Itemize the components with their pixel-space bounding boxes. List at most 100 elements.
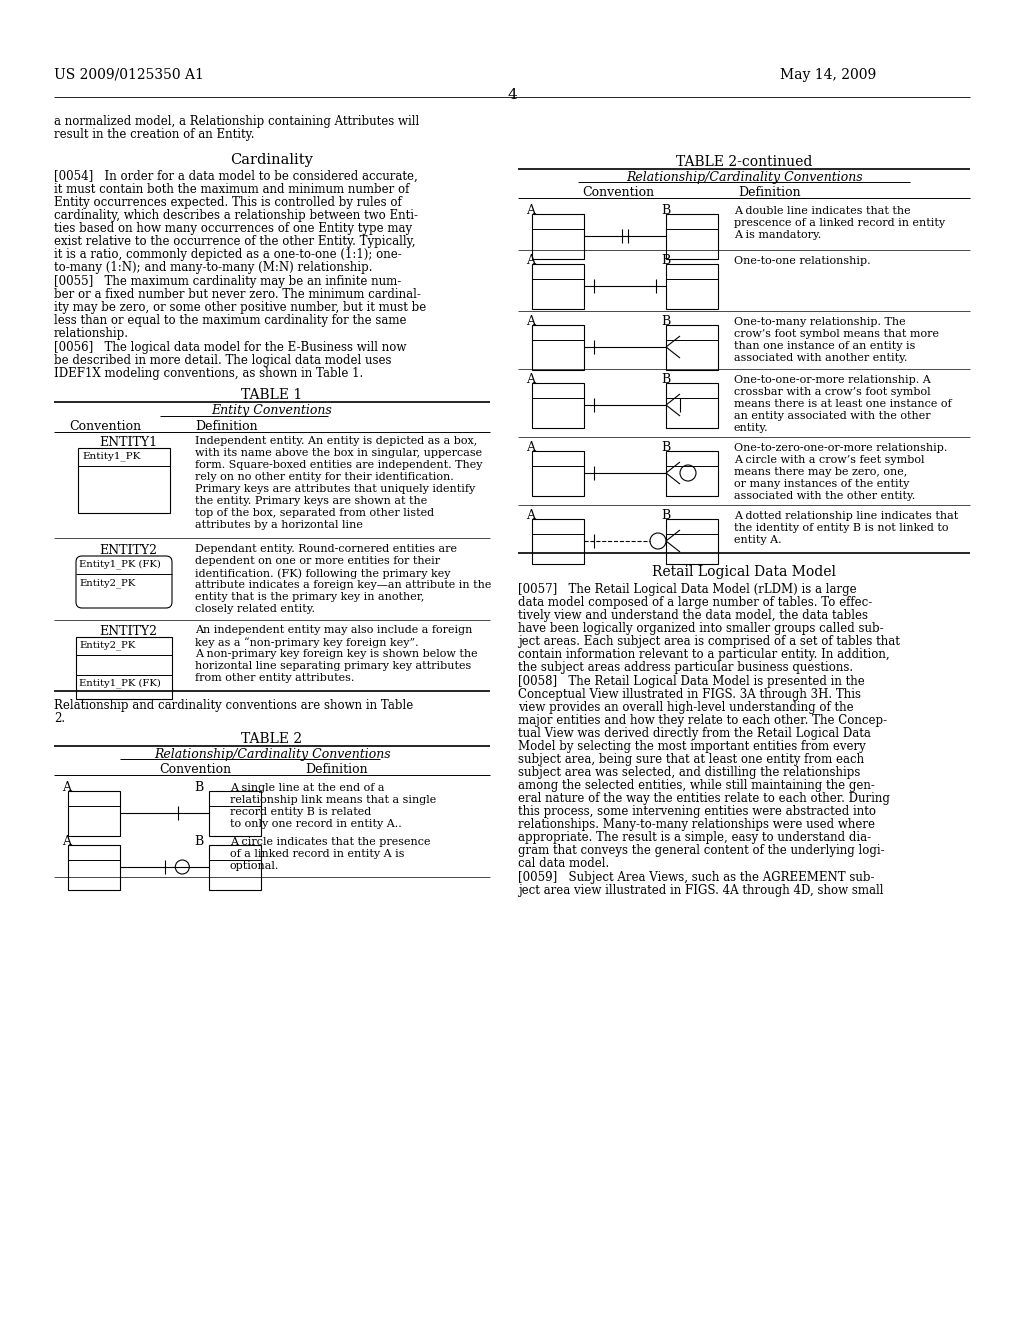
Text: Entity2_PK: Entity2_PK bbox=[79, 640, 135, 649]
Text: this process, some intervening entities were abstracted into: this process, some intervening entities … bbox=[518, 805, 876, 818]
Bar bbox=[532, 383, 584, 428]
Text: A: A bbox=[62, 836, 71, 847]
Text: TABLE 2: TABLE 2 bbox=[242, 733, 302, 746]
Text: One-to-one-or-more relationship. A: One-to-one-or-more relationship. A bbox=[734, 375, 931, 385]
Text: attribute indicates a foreign key—an attribute in the: attribute indicates a foreign key—an att… bbox=[195, 579, 492, 590]
Text: Conceptual View illustrated in FIGS. 3A through 3H. This: Conceptual View illustrated in FIGS. 3A … bbox=[518, 688, 861, 701]
Circle shape bbox=[650, 533, 666, 549]
Text: [0054]   In order for a data model to be considered accurate,: [0054] In order for a data model to be c… bbox=[54, 170, 418, 183]
FancyBboxPatch shape bbox=[76, 556, 172, 609]
Text: relationships. Many-to-many relationships were used where: relationships. Many-to-many relationship… bbox=[518, 818, 874, 832]
Bar bbox=[76, 638, 172, 700]
Text: means there is at least one instance of: means there is at least one instance of bbox=[734, 399, 951, 409]
Text: contain information relevant to a particular entity. In addition,: contain information relevant to a partic… bbox=[518, 648, 890, 661]
Text: Model by selecting the most important entities from every: Model by selecting the most important en… bbox=[518, 741, 865, 752]
Text: result in the creation of an Entity.: result in the creation of an Entity. bbox=[54, 128, 255, 141]
Text: One-to-many relationship. The: One-to-many relationship. The bbox=[734, 317, 905, 327]
Text: ENTITY1: ENTITY1 bbox=[99, 436, 157, 449]
Text: B: B bbox=[194, 836, 203, 847]
Text: B: B bbox=[662, 510, 671, 521]
Text: horizontal line separating primary key attributes: horizontal line separating primary key a… bbox=[195, 661, 471, 671]
Text: cal data model.: cal data model. bbox=[518, 857, 609, 870]
Text: TABLE 1: TABLE 1 bbox=[242, 388, 303, 403]
Text: A: A bbox=[62, 781, 71, 795]
Text: B: B bbox=[194, 781, 203, 795]
Text: Primary keys are attributes that uniquely identify: Primary keys are attributes that uniquel… bbox=[195, 484, 475, 494]
Text: TABLE 2-continued: TABLE 2-continued bbox=[676, 154, 812, 169]
Text: [0057]   The Retail Logical Data Model (rLDM) is a large: [0057] The Retail Logical Data Model (rL… bbox=[518, 583, 857, 597]
Bar bbox=[68, 845, 120, 890]
Text: A circle indicates that the presence: A circle indicates that the presence bbox=[230, 837, 430, 847]
Text: ber or a fixed number but never zero. The minimum cardinal-: ber or a fixed number but never zero. Th… bbox=[54, 288, 421, 301]
Text: A circle with a crow’s feet symbol: A circle with a crow’s feet symbol bbox=[734, 455, 925, 465]
Text: Convention: Convention bbox=[582, 186, 654, 199]
Bar bbox=[209, 845, 261, 890]
Text: B: B bbox=[662, 253, 671, 267]
Text: Definition: Definition bbox=[738, 186, 801, 199]
Text: key as a “non-primary key foreign key”.: key as a “non-primary key foreign key”. bbox=[195, 638, 419, 648]
Text: Relationship and cardinality conventions are shown in Table: Relationship and cardinality conventions… bbox=[54, 700, 414, 711]
Text: be described in more detail. The logical data model uses: be described in more detail. The logical… bbox=[54, 354, 391, 367]
Text: ties based on how many occurrences of one Entity type may: ties based on how many occurrences of on… bbox=[54, 222, 412, 235]
Text: [0055]   The maximum cardinality may be an infinite num-: [0055] The maximum cardinality may be an… bbox=[54, 275, 401, 288]
Text: rely on no other entity for their identification.: rely on no other entity for their identi… bbox=[195, 473, 454, 482]
Circle shape bbox=[680, 465, 696, 480]
Bar bbox=[532, 519, 584, 564]
Text: Cardinality: Cardinality bbox=[230, 153, 313, 168]
Text: top of the box, separated from other listed: top of the box, separated from other lis… bbox=[195, 508, 434, 517]
Text: crossbar with a crow’s foot symbol: crossbar with a crow’s foot symbol bbox=[734, 387, 931, 397]
Text: 2.: 2. bbox=[54, 711, 66, 725]
Text: than one instance of an entity is: than one instance of an entity is bbox=[734, 341, 915, 351]
Text: A: A bbox=[526, 510, 535, 521]
Text: Entity2_PK: Entity2_PK bbox=[79, 578, 135, 587]
Text: Entity occurrences expected. This is controlled by rules of: Entity occurrences expected. This is con… bbox=[54, 195, 401, 209]
Text: Retail Logical Data Model: Retail Logical Data Model bbox=[652, 565, 836, 579]
Text: it must contain both the maximum and minimum number of: it must contain both the maximum and min… bbox=[54, 183, 410, 195]
Text: among the selected entities, while still maintaining the gen-: among the selected entities, while still… bbox=[518, 779, 874, 792]
Text: Dependant entity. Round-cornered entities are: Dependant entity. Round-cornered entitie… bbox=[195, 544, 457, 554]
Text: A double line indicates that the: A double line indicates that the bbox=[734, 206, 910, 216]
Text: B: B bbox=[662, 205, 671, 216]
Text: associated with the other entity.: associated with the other entity. bbox=[734, 491, 915, 502]
Text: crow’s foot symbol means that more: crow’s foot symbol means that more bbox=[734, 329, 939, 339]
Text: ject areas. Each subject area is comprised of a set of tables that: ject areas. Each subject area is compris… bbox=[518, 635, 900, 648]
Text: ENTITY2: ENTITY2 bbox=[99, 544, 157, 557]
Text: less than or equal to the maximum cardinality for the same: less than or equal to the maximum cardin… bbox=[54, 314, 407, 327]
Text: the entity. Primary keys are shown at the: the entity. Primary keys are shown at th… bbox=[195, 496, 427, 506]
Text: relationship link means that a single: relationship link means that a single bbox=[230, 795, 436, 805]
Text: ject area view illustrated in FIGS. 4A through 4D, show small: ject area view illustrated in FIGS. 4A t… bbox=[518, 884, 884, 898]
Bar bbox=[209, 791, 261, 836]
Text: of a linked record in entity A is: of a linked record in entity A is bbox=[230, 849, 404, 859]
Text: ENTITY2: ENTITY2 bbox=[99, 624, 157, 638]
Text: means there may be zero, one,: means there may be zero, one, bbox=[734, 467, 907, 477]
Bar bbox=[532, 214, 584, 259]
Text: tual View was derived directly from the Retail Logical Data: tual View was derived directly from the … bbox=[518, 727, 870, 741]
Text: Entity1_PK: Entity1_PK bbox=[82, 451, 140, 461]
Text: the subject areas address particular business questions.: the subject areas address particular bus… bbox=[518, 661, 853, 675]
Text: Independent entity. An entity is depicted as a box,: Independent entity. An entity is depicte… bbox=[195, 436, 477, 446]
Text: subject area, being sure that at least one entity from each: subject area, being sure that at least o… bbox=[518, 752, 864, 766]
Text: closely related entity.: closely related entity. bbox=[195, 605, 315, 614]
Text: A: A bbox=[526, 253, 535, 267]
Bar bbox=[68, 791, 120, 836]
Text: prescence of a linked record in entity: prescence of a linked record in entity bbox=[734, 218, 945, 228]
Text: A dotted relationship line indicates that: A dotted relationship line indicates tha… bbox=[734, 511, 958, 521]
Text: gram that conveys the general content of the underlying logi-: gram that conveys the general content of… bbox=[518, 843, 885, 857]
Text: appropriate. The result is a simple, easy to understand dia-: appropriate. The result is a simple, eas… bbox=[518, 832, 871, 843]
Text: eral nature of the way the entities relate to each other. During: eral nature of the way the entities rela… bbox=[518, 792, 890, 805]
Text: A single line at the end of a: A single line at the end of a bbox=[230, 783, 384, 793]
Text: cardinality, which describes a relationship between two Enti-: cardinality, which describes a relations… bbox=[54, 209, 418, 222]
Text: A: A bbox=[526, 315, 535, 327]
Text: ity may be zero, or some other positive number, but it must be: ity may be zero, or some other positive … bbox=[54, 301, 426, 314]
Text: to only one record in entity A..: to only one record in entity A.. bbox=[230, 818, 401, 829]
Bar bbox=[532, 451, 584, 496]
Text: relationship.: relationship. bbox=[54, 327, 129, 341]
Text: it is a ratio, commonly depicted as a one-to-one (1:1); one-: it is a ratio, commonly depicted as a on… bbox=[54, 248, 401, 261]
Text: B: B bbox=[662, 315, 671, 327]
Bar bbox=[532, 264, 584, 309]
Text: An independent entity may also include a foreign: An independent entity may also include a… bbox=[195, 624, 472, 635]
Text: A: A bbox=[526, 441, 535, 454]
Text: a normalized model, a Relationship containing Attributes will: a normalized model, a Relationship conta… bbox=[54, 115, 419, 128]
Text: data model composed of a large number of tables. To effec-: data model composed of a large number of… bbox=[518, 597, 872, 609]
Bar bbox=[666, 519, 718, 564]
